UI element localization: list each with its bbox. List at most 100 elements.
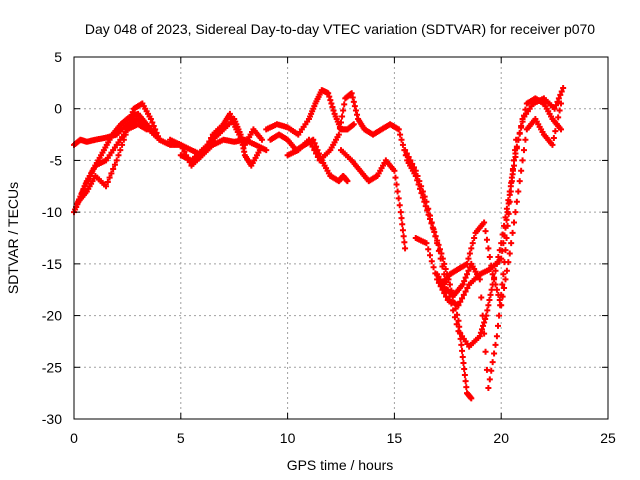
data-point — [104, 178, 111, 185]
data-point — [350, 121, 357, 128]
data-point — [476, 333, 483, 340]
data-point — [399, 227, 406, 234]
data-point — [482, 316, 489, 323]
data-point — [500, 271, 507, 278]
data-point — [427, 252, 433, 259]
data-point — [503, 267, 510, 274]
data-point — [558, 126, 565, 133]
data-point — [511, 219, 518, 226]
y-tick-label: 0 — [54, 101, 62, 117]
data-point — [503, 235, 510, 241]
data-point — [349, 94, 356, 101]
data-point — [460, 359, 467, 366]
data-point — [458, 341, 465, 348]
data-point — [515, 188, 522, 195]
data-point — [498, 302, 505, 309]
data-point — [156, 136, 163, 143]
series-trace-7 — [263, 87, 357, 138]
data-point — [558, 100, 565, 107]
data-point — [325, 90, 332, 97]
data-point — [113, 157, 120, 164]
data-point — [153, 129, 160, 136]
data-point — [488, 367, 495, 374]
data-point — [511, 157, 518, 164]
data-point — [512, 209, 519, 216]
data-point — [518, 167, 525, 174]
axis-ticks — [73, 56, 609, 420]
data-point — [455, 302, 462, 309]
data-point — [522, 136, 529, 143]
data-point — [77, 193, 84, 200]
data-point — [348, 90, 355, 97]
data-point — [80, 186, 87, 193]
data-point — [421, 193, 428, 200]
data-point — [143, 126, 150, 133]
data-point — [491, 350, 498, 357]
data-point — [479, 312, 486, 319]
data-point — [468, 395, 475, 402]
data-point — [506, 198, 513, 205]
data-point — [126, 119, 133, 126]
data-point — [486, 253, 493, 260]
data-point — [352, 107, 359, 114]
data-point — [351, 103, 358, 110]
data-point — [410, 164, 417, 171]
data-point — [486, 376, 493, 383]
data-point — [432, 233, 439, 240]
data-point — [199, 152, 206, 159]
data-point — [556, 107, 563, 114]
data-point — [550, 135, 557, 142]
series-trace-10 — [338, 147, 409, 252]
data-point — [443, 293, 450, 300]
x-axis-label: GPS time / hours — [287, 457, 394, 473]
data-point — [88, 169, 95, 176]
data-point — [493, 286, 500, 293]
data-point — [434, 240, 441, 247]
data-point — [506, 191, 513, 198]
data-point — [398, 136, 405, 143]
data-point — [465, 255, 472, 262]
data-point — [446, 281, 453, 288]
data-point — [466, 250, 473, 257]
data-point — [147, 116, 154, 123]
data-point — [464, 271, 471, 278]
data-point — [74, 200, 81, 207]
data-point — [119, 141, 126, 148]
data-point — [468, 245, 475, 252]
plot-frame — [73, 56, 609, 420]
series-trace-1 — [71, 116, 270, 159]
data-point — [393, 181, 400, 188]
data-point — [485, 245, 492, 252]
data-point — [459, 353, 466, 360]
data-point — [507, 183, 514, 190]
grid-lines — [74, 57, 608, 419]
data-point — [519, 157, 526, 164]
data-point — [149, 119, 156, 126]
data-point — [85, 176, 92, 183]
data-point — [484, 307, 491, 314]
data-point — [463, 384, 470, 391]
data-point — [512, 147, 519, 154]
data-point — [481, 219, 488, 226]
data-point — [81, 183, 88, 190]
data-point — [314, 153, 321, 160]
data-point — [513, 143, 520, 150]
data-point — [338, 119, 344, 126]
data-point — [453, 321, 460, 328]
data-point — [83, 179, 90, 186]
data-point — [499, 281, 506, 288]
x-tick-labels: 0 5 10 15 20 25 — [70, 430, 616, 446]
data-point — [489, 359, 496, 366]
data-point — [425, 246, 432, 253]
data-point — [336, 125, 343, 132]
data-point — [516, 129, 523, 136]
data-point — [496, 312, 503, 319]
data-point — [106, 174, 113, 181]
data-point — [492, 281, 499, 288]
x-tick-label: 0 — [70, 430, 78, 446]
x-tick-label: 25 — [600, 430, 616, 446]
series-trace-4 — [73, 121, 150, 210]
data-point — [508, 178, 515, 185]
y-tick-label: -25 — [42, 359, 62, 375]
data-point — [501, 284, 508, 291]
